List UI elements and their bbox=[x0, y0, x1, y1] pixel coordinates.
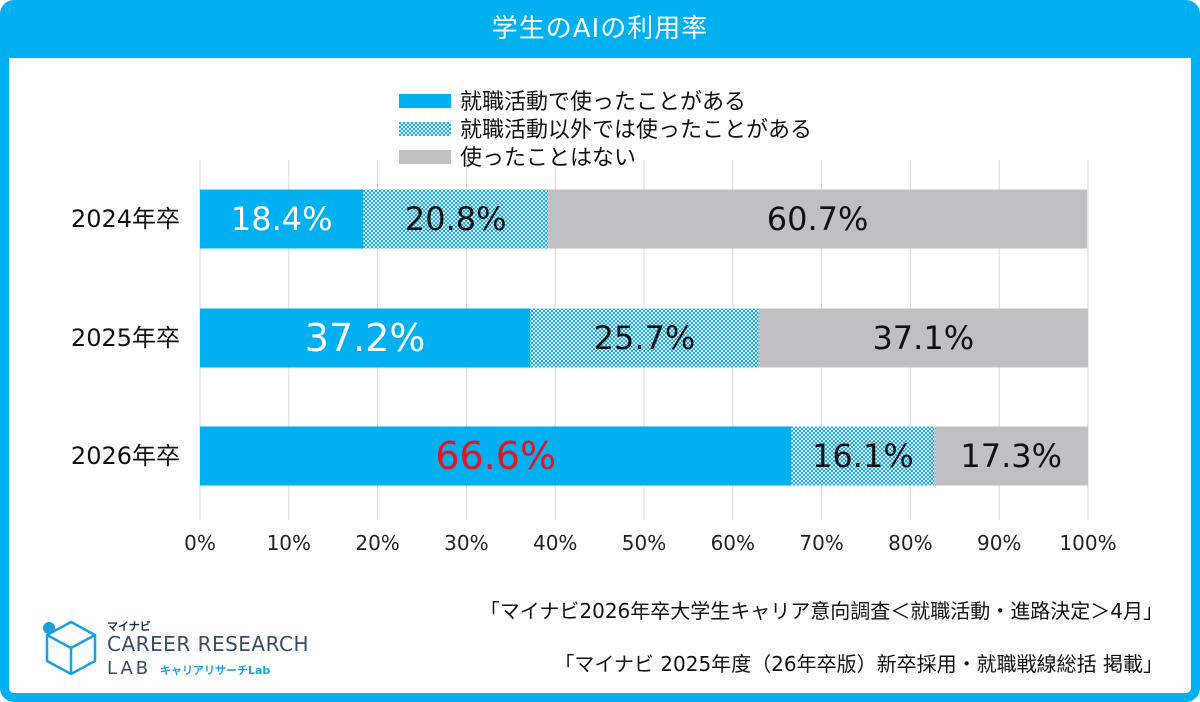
x-tick-label: 70% bbox=[799, 531, 843, 555]
category-label: 2024年卒 bbox=[71, 205, 180, 233]
legend-label: 就職活動で使ったことがある bbox=[460, 90, 746, 115]
bar-segment bbox=[530, 308, 759, 368]
logo-brand: マイナビ bbox=[107, 620, 151, 633]
data-label: 18.4% bbox=[231, 200, 333, 238]
logo-line-1: CAREER RESEARCH bbox=[107, 632, 310, 656]
x-tick-label: 20% bbox=[355, 531, 399, 555]
x-tick-label: 80% bbox=[888, 531, 932, 555]
data-label: 37.2% bbox=[305, 316, 426, 360]
x-tick-label: 60% bbox=[711, 531, 755, 555]
bar-segment bbox=[200, 308, 531, 368]
x-tick-label: 50% bbox=[622, 531, 666, 555]
bar-segment bbox=[363, 189, 549, 249]
data-label: 66.6% bbox=[435, 434, 556, 478]
x-tick-label: 90% bbox=[977, 531, 1021, 555]
x-tick-label: 100% bbox=[1059, 531, 1116, 555]
logo-subtitle: キャリアリサーチLab bbox=[160, 664, 271, 677]
data-label: 16.1% bbox=[812, 437, 914, 475]
cube-logo-icon bbox=[43, 620, 97, 676]
bar-segment bbox=[791, 426, 935, 486]
data-label: 37.1% bbox=[872, 319, 974, 357]
data-label: 17.3% bbox=[960, 437, 1062, 475]
legend-label: 就職活動以外では使ったことがある bbox=[460, 118, 812, 143]
x-tick-label: 0% bbox=[184, 531, 216, 555]
bar-segment bbox=[758, 308, 1088, 368]
bar-segment bbox=[934, 426, 1088, 486]
category-label: 2026年卒 bbox=[71, 442, 180, 470]
category-label: 2025年卒 bbox=[71, 324, 180, 352]
bar-segment bbox=[548, 189, 1088, 249]
legend-swatch bbox=[399, 94, 451, 108]
source-note-1: 「マイナビ2026年卒大学生キャリア意向調査＜就職活動・進路決定＞4月」 bbox=[479, 599, 1163, 623]
x-tick-label: 40% bbox=[533, 531, 577, 555]
data-label: 25.7% bbox=[594, 319, 696, 357]
data-label: 20.8% bbox=[405, 200, 507, 238]
chart-title: 学生のAIの利用率 bbox=[9, 0, 1191, 58]
bar-segment bbox=[200, 426, 792, 486]
career-research-lab-logo: マイナビ CAREER RESEARCH LAB キャリアリサーチLab bbox=[39, 614, 309, 684]
logo-line-2: LAB bbox=[107, 658, 152, 679]
x-tick-label: 30% bbox=[444, 531, 488, 555]
legend-swatch bbox=[399, 122, 451, 136]
legend-label: 使ったことはない bbox=[460, 146, 636, 171]
source-note-2: 「マイナビ 2025年度（26年卒版）新卒採用・就職戦線総括 掲載」 bbox=[554, 652, 1163, 676]
x-tick-label: 10% bbox=[267, 531, 311, 555]
legend-swatch bbox=[399, 150, 451, 164]
bar-segment bbox=[200, 189, 364, 249]
data-label: 60.7% bbox=[767, 200, 869, 238]
